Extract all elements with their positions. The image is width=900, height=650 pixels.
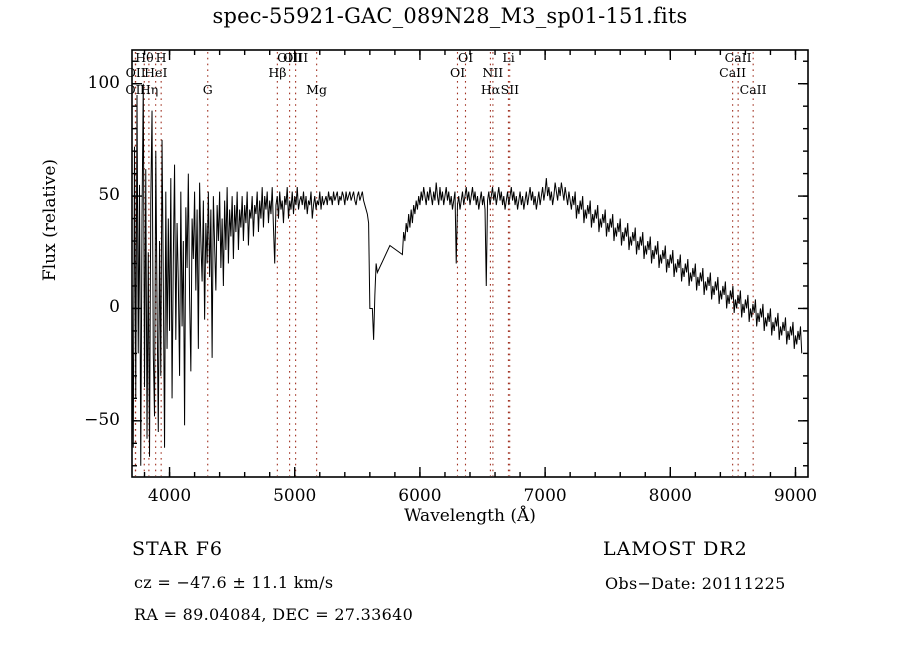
spectral-line-label: Hα xyxy=(480,82,501,97)
spectral-line-label: Hη xyxy=(139,82,159,97)
spectral-line-label: Hθ xyxy=(135,50,154,65)
spectral-line-label: CaII xyxy=(719,65,747,80)
redshift-velocity-text: cz = −47.6 ± 11.1 km/s xyxy=(134,573,334,592)
spectral-line-label: CaII xyxy=(724,50,752,65)
spectral-line-label: CaII xyxy=(739,82,767,97)
spectral-line-label: Hβ xyxy=(268,65,287,80)
spectral-line-label: OIII xyxy=(283,50,309,65)
x-tick-label: 4000 xyxy=(147,486,192,506)
x-tick-label: 6000 xyxy=(398,486,442,506)
axis-ticks xyxy=(132,50,808,477)
x-tick-label: 8000 xyxy=(648,486,692,506)
spectral-line-markers xyxy=(134,52,754,476)
spectral-line-label: NII xyxy=(482,65,504,80)
spectrum-trace xyxy=(131,83,803,466)
x-axis-label: Wavelength (Å) xyxy=(404,506,536,526)
survey-text: LAMOST DR2 xyxy=(603,538,748,560)
x-tick-label: 7000 xyxy=(523,486,567,506)
spectral-line-label: G xyxy=(202,82,213,97)
spectral-line-label: SII xyxy=(500,82,520,97)
y-axis-label: Flux (relative) xyxy=(40,158,60,282)
spectral-line-label: OI xyxy=(449,65,466,80)
page-title: spec-55921-GAC_089N28_M3_sp01-151.fits xyxy=(212,4,688,28)
spectral-line-label: HeI xyxy=(144,65,168,80)
object-class-text: STAR F6 xyxy=(132,538,223,560)
y-tick-label: −50 xyxy=(84,409,120,430)
spectral-line-label: OII xyxy=(125,65,146,80)
spectral-line-label: OI xyxy=(457,50,474,65)
spectral-line-label: H xyxy=(155,50,167,65)
y-tick-label: 100 xyxy=(87,72,120,93)
plot-frame xyxy=(131,49,809,478)
coordinates-text: RA = 89.04084, DEC = 27.33640 xyxy=(134,605,414,624)
y-tick-label: 50 xyxy=(98,185,120,206)
spectral-line-label: Mg xyxy=(306,82,327,97)
x-tick-label: 5000 xyxy=(273,486,317,506)
spectral-line-label: OII xyxy=(125,82,146,97)
obs-date-text: Obs−Date: 20111225 xyxy=(605,574,786,593)
y-tick-label: 0 xyxy=(109,297,120,318)
x-tick-label: 9000 xyxy=(773,486,818,506)
spectral-line-label: Li xyxy=(502,50,515,65)
spectral-line-label: OIII xyxy=(277,50,303,65)
